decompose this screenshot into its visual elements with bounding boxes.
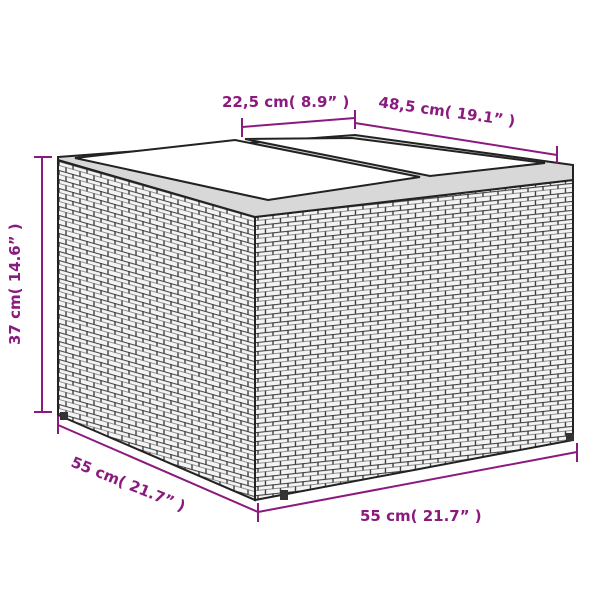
dim-line-top-section: [241, 110, 356, 137]
label-top-section-width: 22,5 cm( 8.9” ): [222, 93, 349, 111]
dim-line-height: [34, 156, 52, 413]
label-right-width: 55 cm( 21.7” ): [360, 507, 482, 525]
foot-front: [280, 490, 288, 500]
glass-top-left-panel: [74, 138, 421, 202]
left-face: [57, 158, 256, 502]
label-height: 37 cm( 14.6” ): [6, 223, 24, 345]
foot-left: [60, 412, 68, 420]
foot-right: [566, 433, 574, 441]
dimension-lines: [34, 110, 578, 522]
right-face: [254, 178, 574, 502]
dim-line-right-width: [257, 443, 578, 513]
table-body: [57, 133, 574, 502]
glass-top-right-panel: [244, 136, 546, 178]
dim-line-left-width: [57, 416, 259, 522]
label-top-depth: 48,5 cm( 19.1” ): [377, 93, 516, 130]
dim-line-top-depth: [354, 122, 558, 164]
